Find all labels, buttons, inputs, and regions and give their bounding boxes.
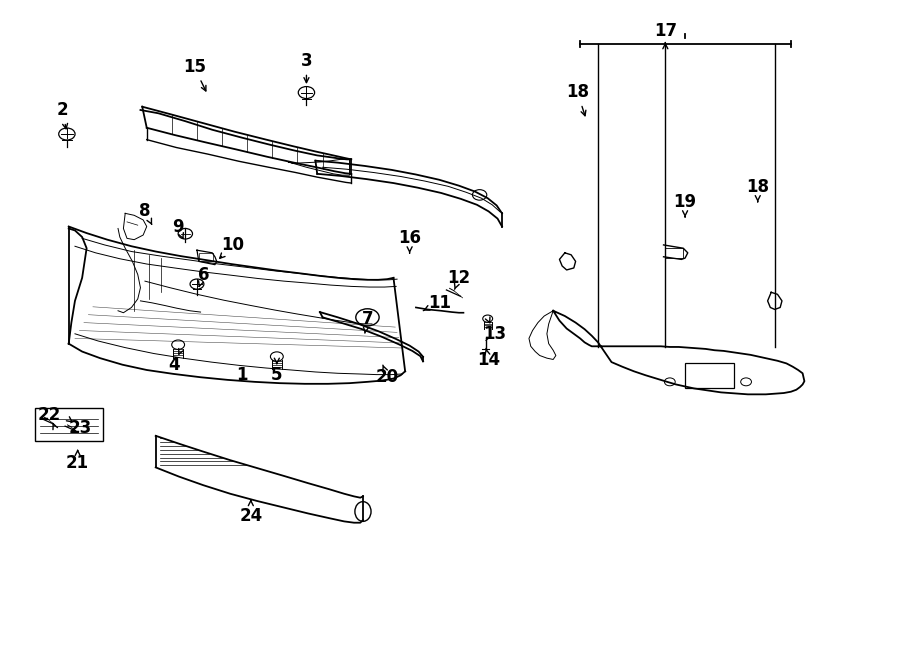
Bar: [199, 253, 213, 261]
Text: 16: 16: [398, 229, 421, 247]
Text: 3: 3: [301, 52, 312, 69]
Text: 20: 20: [375, 368, 399, 385]
Text: 7: 7: [362, 309, 374, 328]
Text: 24: 24: [239, 507, 263, 525]
Text: 5: 5: [271, 366, 283, 384]
Text: 18: 18: [566, 83, 589, 101]
Text: 2: 2: [57, 101, 68, 119]
Text: 6: 6: [197, 266, 209, 284]
Text: 18: 18: [746, 178, 769, 196]
Text: 23: 23: [68, 419, 92, 437]
Text: 9: 9: [172, 217, 184, 235]
Text: 17: 17: [653, 22, 677, 40]
Bar: [665, 248, 683, 258]
Text: 11: 11: [428, 294, 451, 312]
Text: 15: 15: [183, 58, 206, 76]
Text: 13: 13: [483, 325, 507, 343]
Text: 14: 14: [477, 351, 500, 369]
Bar: [685, 363, 734, 388]
Text: 22: 22: [37, 406, 60, 424]
Text: 1: 1: [236, 366, 248, 384]
Text: 12: 12: [447, 269, 471, 287]
Text: 4: 4: [167, 356, 179, 373]
Text: 10: 10: [221, 236, 245, 254]
Text: 8: 8: [140, 202, 150, 219]
Text: 19: 19: [673, 193, 697, 211]
Text: 21: 21: [66, 455, 89, 473]
Bar: [35, 408, 103, 441]
